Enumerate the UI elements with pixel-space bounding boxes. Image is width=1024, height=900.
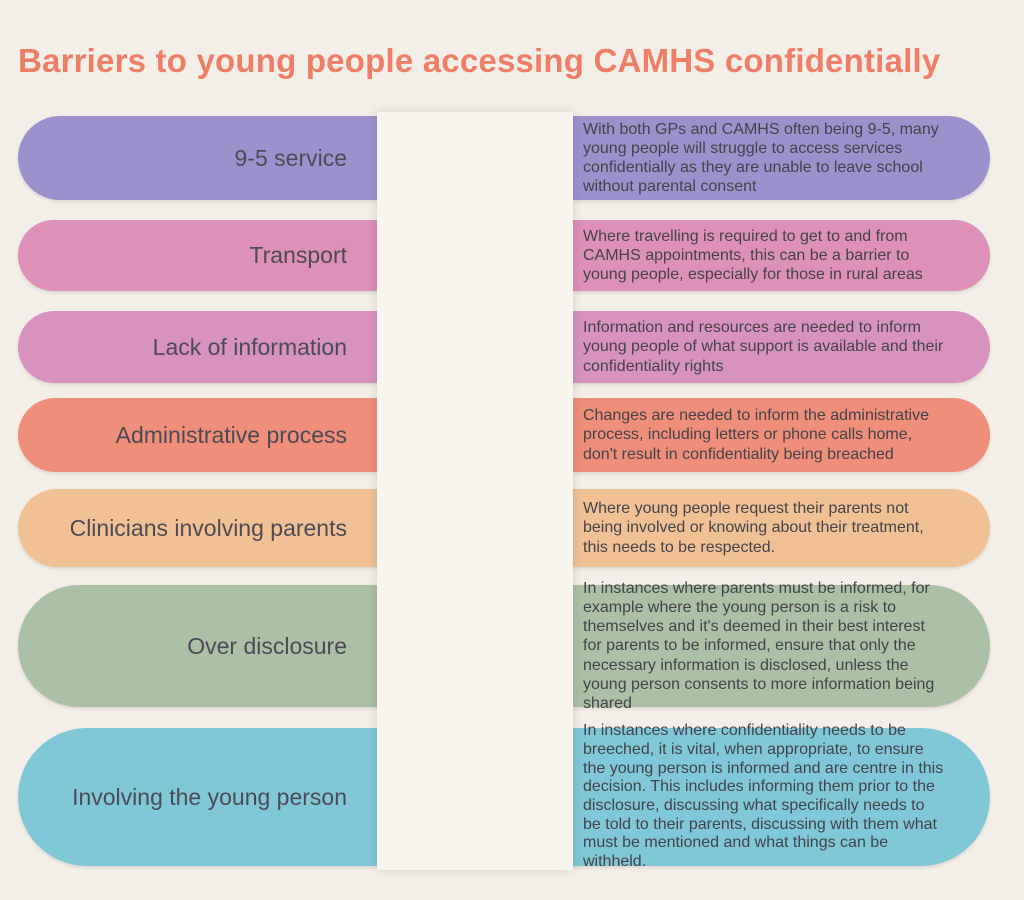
barrier-description: With both GPs and CAMHS often being 9-5,…	[583, 120, 939, 196]
barrier-label: Lack of information	[152, 333, 347, 360]
barrier-description-pill: With both GPs and CAMHS often being 9-5,…	[572, 116, 990, 200]
barrier-description-pill: Changes are needed to inform the adminis…	[572, 398, 990, 472]
center-icon-strip	[377, 112, 573, 870]
barrier-label: Administrative process	[115, 421, 347, 448]
barrier-description-pill: In instances where confidentiality needs…	[572, 722, 990, 870]
barrier-description-pill: Where travelling is required to get to a…	[572, 220, 990, 291]
barrier-row: Lack of information i Information and re…	[0, 305, 1024, 383]
barrier-label: Transport	[249, 242, 347, 268]
barrier-label-pill: Transport	[18, 220, 377, 291]
barrier-label-pill: 9-5 service	[18, 116, 377, 200]
barrier-description-pill: Information and resources are needed to …	[572, 311, 990, 383]
barrier-label: Over disclosure	[187, 632, 347, 659]
barrier-label-pill: Clinicians involving parents	[18, 489, 377, 567]
barrier-description: In instances where parents must be infor…	[583, 579, 935, 712]
page-title: Barriers to young people accessing CAMHS…	[18, 42, 941, 79]
barrier-label-pill: Involving the young person	[18, 728, 377, 866]
barrier-label-pill: Over disclosure	[18, 585, 377, 707]
barrier-label-pill: Administrative process	[18, 398, 377, 472]
barrier-label-pill: Lack of information	[18, 311, 377, 383]
barrier-description: Where travelling is required to get to a…	[583, 227, 923, 284]
barrier-description: Information and resources are needed to …	[583, 319, 944, 375]
barrier-description: Changes are needed to inform the adminis…	[583, 407, 929, 463]
barrier-row: 9-5 service	[0, 116, 1024, 200]
barrier-description: In instances where confidentiality needs…	[583, 722, 944, 871]
barrier-description-pill: Where young people request their parents…	[572, 489, 990, 567]
barrier-description-pill: In instances where parents must be infor…	[572, 580, 990, 712]
barrier-row: Involving the young person In instances …	[0, 722, 1024, 870]
barrier-label: Clinicians involving parents	[69, 514, 347, 541]
barrier-description: Where young people request their parents…	[583, 500, 924, 556]
barrier-label: Involving the young person	[72, 783, 347, 810]
barrier-label: 9-5 service	[234, 144, 347, 171]
